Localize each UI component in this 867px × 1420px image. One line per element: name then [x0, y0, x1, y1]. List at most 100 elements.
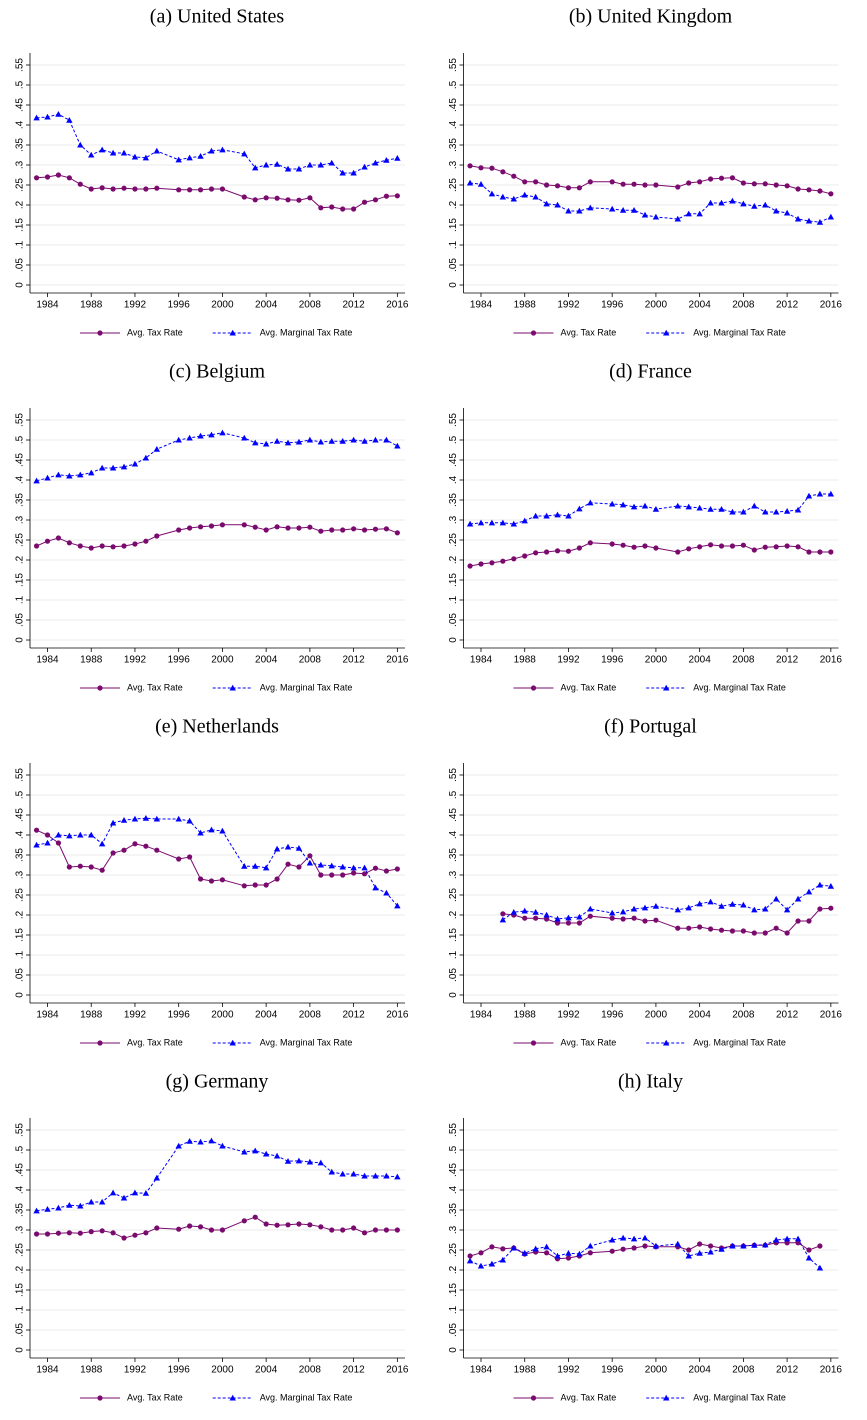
marker [120, 463, 128, 470]
marker [394, 866, 400, 872]
marker [394, 1227, 400, 1233]
y-tick-label: .05 [15, 613, 26, 627]
marker [394, 530, 400, 536]
y-tick-label: .5 [448, 80, 459, 89]
marker [252, 164, 259, 171]
marker [522, 179, 528, 185]
marker [383, 1227, 390, 1233]
marker [99, 185, 105, 191]
marker [685, 210, 692, 217]
legend-label: Avg. Marginal Tax Rate [693, 682, 786, 692]
panel-title: (c) Belgium [169, 361, 266, 383]
marker [466, 179, 474, 186]
panel: (e) Netherlands 0 .05 .1 .15 .2 .25 .3 .35 .4 .45.… [15, 716, 409, 1048]
marker [33, 477, 40, 484]
marker [783, 508, 791, 514]
marker [718, 175, 725, 181]
y-tick-label: .15 [448, 218, 459, 232]
marker [88, 864, 94, 870]
marker [795, 1240, 801, 1246]
x-tick-label: 2016 [820, 300, 843, 311]
marker [697, 1241, 703, 1247]
marker [197, 187, 204, 193]
x-tick-label: 2008 [732, 655, 755, 666]
marker [608, 1236, 616, 1243]
legend-label: Avg. Marginal Tax Rate [693, 1037, 786, 1047]
marker [794, 895, 802, 902]
marker [521, 1250, 528, 1256]
marker [33, 543, 40, 549]
marker [77, 863, 83, 869]
legend-label: Avg. Tax Rate [561, 1392, 617, 1402]
marker [685, 904, 692, 911]
x-tick-label: 1984 [470, 655, 493, 666]
marker [674, 215, 681, 222]
x-tick-label: 1992 [124, 655, 147, 666]
marker [762, 544, 768, 550]
marker [252, 524, 258, 530]
marker [685, 503, 692, 510]
marker [641, 904, 649, 911]
marker [762, 181, 768, 187]
legend-marker [97, 330, 103, 336]
panel: (b) United Kingdom 0 .05 .1 .15 .2 .25 .3 .35 .4.… [448, 6, 842, 338]
y-tick-label: .45 [448, 453, 459, 467]
marker [88, 469, 95, 476]
marker [132, 541, 138, 547]
marker [109, 819, 117, 826]
marker [109, 1189, 117, 1196]
marker [317, 861, 325, 868]
marker [241, 1148, 248, 1155]
marker [532, 909, 539, 915]
legend-marker [530, 330, 537, 336]
marker [576, 913, 583, 920]
marker [772, 207, 780, 214]
panel: (c) Belgium 0 .05 .1 .15 .2 .25 .3 .35 .4 .45 .5 .55… [15, 361, 409, 693]
y-tick-label: .15 [15, 573, 26, 587]
panel-title: (f) Portugal [604, 716, 697, 738]
marker [619, 501, 627, 508]
marker [55, 111, 62, 117]
marker [697, 924, 703, 930]
series-line [470, 493, 831, 525]
x-tick-label: 2008 [732, 300, 755, 311]
x-tick-label: 2008 [299, 1365, 322, 1376]
marker [66, 1202, 73, 1208]
marker [740, 901, 747, 908]
y-tick-label: .45 [15, 98, 26, 112]
marker [686, 546, 692, 552]
marker [176, 187, 182, 193]
marker [630, 503, 638, 510]
y-tick-label: .15 [15, 928, 26, 942]
y-tick-label: .25 [448, 888, 459, 902]
marker [66, 175, 72, 181]
marker [817, 549, 823, 555]
marker [284, 1158, 292, 1164]
marker [620, 542, 626, 548]
marker [296, 525, 302, 531]
marker [619, 908, 627, 915]
marker [816, 219, 824, 225]
marker [208, 878, 215, 884]
marker [121, 847, 127, 853]
marker [718, 1246, 725, 1252]
y-tick-label: .25 [15, 178, 26, 192]
x-tick-label: 1996 [168, 655, 191, 666]
marker [361, 527, 368, 533]
marker [153, 446, 161, 452]
y-tick-label: .15 [15, 1283, 26, 1297]
marker [587, 204, 594, 211]
legend-marker [97, 685, 103, 691]
marker [329, 1227, 335, 1233]
marker [620, 1246, 626, 1252]
marker [630, 207, 638, 213]
marker [77, 831, 84, 838]
marker [77, 471, 84, 478]
marker [33, 175, 40, 181]
marker [576, 920, 582, 926]
marker [499, 193, 507, 200]
marker [543, 200, 550, 207]
marker [817, 906, 823, 912]
marker [543, 512, 550, 519]
marker [307, 853, 313, 859]
